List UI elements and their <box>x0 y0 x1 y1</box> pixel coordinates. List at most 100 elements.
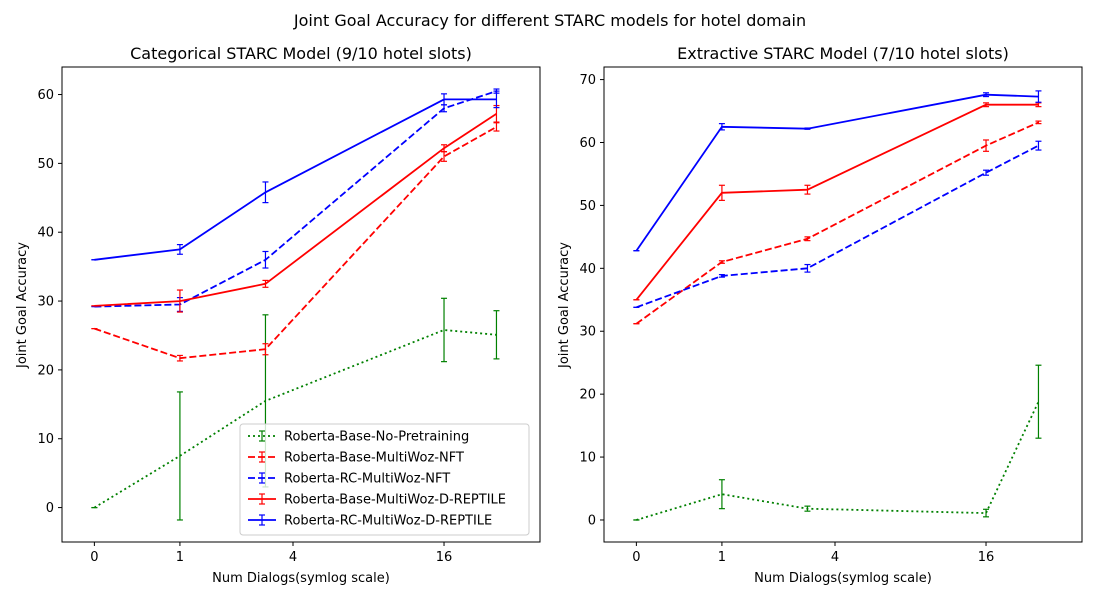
error-bar <box>718 479 725 510</box>
error-bar <box>262 343 269 356</box>
x-tick-label: 0 <box>90 550 98 565</box>
legend-label: Roberta-RC-MultiWoz-NFT <box>284 472 450 487</box>
error-bar <box>804 127 811 130</box>
error-bar <box>983 92 990 98</box>
left-chart-title: Categorical STARC Model (9/10 hotel slot… <box>130 44 472 63</box>
series-line <box>94 113 497 307</box>
error-bar <box>176 244 183 255</box>
series <box>633 364 1042 521</box>
error-bar <box>983 169 990 176</box>
y-tick-label: 40 <box>37 226 54 241</box>
legend: Roberta-Base-No-Pretraining Roberta-Base-… <box>239 423 530 536</box>
error-bar <box>262 181 269 204</box>
legend-entry: Roberta-Base-No-Pretraining <box>248 430 469 445</box>
series <box>91 297 500 521</box>
y-tick-label: 0 <box>588 513 596 528</box>
series-line <box>94 98 497 261</box>
error-bar <box>983 102 990 108</box>
y-tick-label: 20 <box>37 363 54 378</box>
series-line <box>635 93 1039 252</box>
legend-box <box>239 423 530 536</box>
legend-entry: Roberta-Base-MultiWoz-NFT <box>248 451 464 466</box>
right-x-axis-label: Num Dialogs(symlog scale) <box>754 571 932 586</box>
y-tick-label: 10 <box>579 451 596 466</box>
error-bar <box>262 279 269 288</box>
error-bar <box>718 123 725 131</box>
left-chart: Categorical STARC Model (9/10 hotel slot… <box>15 44 541 586</box>
error-bar <box>1035 102 1042 108</box>
left-x-axis-label: Num Dialogs(symlog scale) <box>212 571 390 586</box>
x-tick-label: 1 <box>176 550 184 565</box>
series <box>633 140 1042 309</box>
y-tick-label: 30 <box>579 325 596 340</box>
x-tick-label: 16 <box>978 550 995 565</box>
right-y-axis-label: Joint Goal Accuracy <box>557 242 572 369</box>
series-line <box>94 90 497 308</box>
series <box>91 88 500 312</box>
error-bar <box>1035 120 1042 125</box>
error-bar <box>718 274 725 278</box>
error-bar <box>1035 364 1042 439</box>
y-tick-label: 50 <box>37 157 54 172</box>
y-tick-label: 30 <box>37 295 54 310</box>
series <box>91 90 500 261</box>
error-bar <box>983 139 990 152</box>
error-bar <box>441 297 448 363</box>
x-tick-label: 4 <box>289 550 297 565</box>
series-line <box>94 126 497 360</box>
error-bar <box>804 184 811 195</box>
series-line <box>636 144 1039 309</box>
error-bar <box>441 144 448 153</box>
legend-entry: Roberta-RC-MultiWoz-D-REPTILE <box>248 514 492 529</box>
error-bar <box>983 508 990 518</box>
y-tick-label: 50 <box>579 199 596 214</box>
legend-label: Roberta-Base-No-Pretraining <box>284 430 469 445</box>
series <box>91 104 500 313</box>
series-line <box>635 103 1039 301</box>
legend-label: Roberta-RC-MultiWoz-D-REPTILE <box>284 514 492 529</box>
left-y-axis-label: Joint Goal Accuracy <box>15 242 30 369</box>
error-bar <box>1035 140 1042 151</box>
series <box>633 102 1042 301</box>
right-chart-title: Extractive STARC Model (7/10 hotel slots… <box>677 44 1009 63</box>
right-chart: Extractive STARC Model (7/10 hotel slots… <box>557 44 1083 586</box>
error-bar <box>804 236 811 242</box>
error-bar <box>718 184 725 201</box>
series <box>633 120 1042 325</box>
y-tick-label: 0 <box>46 501 54 516</box>
error-bar <box>804 263 811 273</box>
x-tick-label: 4 <box>831 550 839 565</box>
series-line <box>636 401 1040 521</box>
legend-entry: Roberta-Base-MultiWoz-D-REPTILE <box>248 493 506 508</box>
y-tick-label: 70 <box>579 73 596 88</box>
error-bar <box>262 250 269 269</box>
figure-title: Joint Goal Accuracy for different STARC … <box>293 11 806 30</box>
series <box>91 122 500 362</box>
error-bar <box>493 90 500 109</box>
axes-frame <box>603 66 1083 543</box>
y-tick-label: 60 <box>37 88 54 103</box>
legend-label: Roberta-Base-MultiWoz-D-REPTILE <box>284 493 506 508</box>
y-tick-label: 10 <box>37 432 54 447</box>
error-bar <box>493 310 500 360</box>
x-tick-label: 1 <box>718 550 726 565</box>
legend-entry: Roberta-RC-MultiWoz-NFT <box>248 472 450 487</box>
right-plot-area: 0 10 20 30 40 50 60 70 0 1 4 16 <box>579 66 1083 565</box>
error-bar <box>718 260 725 264</box>
y-tick-label: 60 <box>579 136 596 151</box>
legend-label: Roberta-Base-MultiWoz-NFT <box>284 451 464 466</box>
x-tick-label: 0 <box>632 550 640 565</box>
error-bar <box>176 354 183 362</box>
axes-frame <box>61 66 541 543</box>
left-plot-area: 0 10 20 30 40 50 60 0 1 4 16 Roberta-Base-No-Pretra… <box>37 66 541 565</box>
y-tick-label: 20 <box>579 388 596 403</box>
error-bar <box>441 93 448 106</box>
series <box>633 90 1042 252</box>
error-bar <box>176 289 183 313</box>
error-bar <box>1035 90 1042 103</box>
error-bar <box>804 505 811 512</box>
error-bar <box>176 391 183 521</box>
y-tick-label: 40 <box>579 262 596 277</box>
error-bar <box>493 122 500 132</box>
